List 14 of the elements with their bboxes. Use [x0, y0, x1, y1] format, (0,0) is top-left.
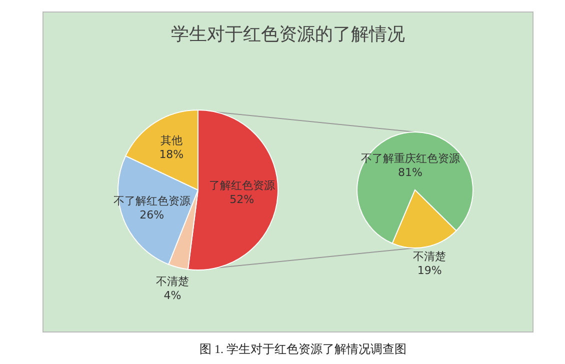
chart-title: 学生对于红色资源的了解情况 — [171, 24, 405, 45]
data-label: 81% — [398, 166, 422, 180]
data-label: 4% — [164, 289, 182, 302]
data-label: 26% — [140, 208, 164, 222]
caption: 图 1. 学生对于红色资源了解情况调查图 — [200, 342, 406, 356]
slice-label: 其他 — [160, 134, 182, 148]
data-label: 52% — [230, 192, 254, 206]
slice-label: 不清楚 — [156, 275, 190, 288]
slice-label: 不清楚 — [413, 250, 446, 263]
slice-label: 不了解重庆红色资源 — [360, 152, 460, 166]
slice-label: 了解红色资源 — [208, 178, 275, 192]
slice-label: 不了解红色资源 — [113, 194, 190, 208]
data-label: 19% — [417, 264, 442, 277]
data-label: 18% — [159, 148, 184, 162]
